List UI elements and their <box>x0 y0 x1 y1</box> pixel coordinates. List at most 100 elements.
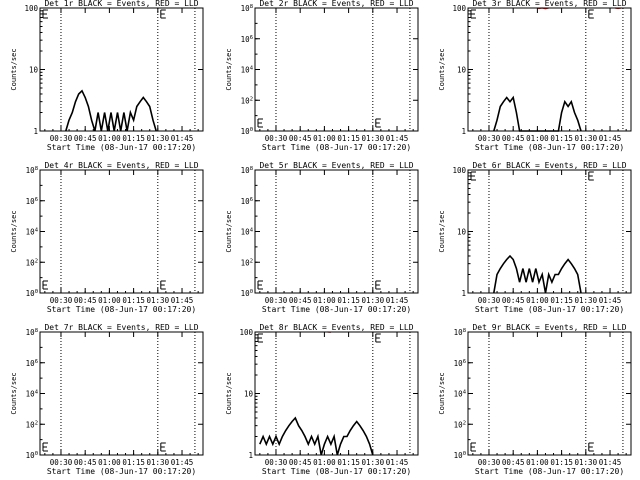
x-axis-label: Start Time (08-Jun-17 00:17:20) <box>262 467 411 476</box>
y-axis-label: Counts/sec <box>10 372 18 414</box>
error-bracket-icon <box>375 280 381 290</box>
x-tick-label: 01:00 <box>313 134 336 143</box>
x-axis-label: Start Time (08-Jun-17 00:17:20) <box>262 305 411 314</box>
detector-panel: Det 9r BLACK = Events, RED = LLD 00:30 00:… <box>438 323 632 476</box>
detector-panel: Det 8r BLACK = Events, RED = LLD 00:30 00:… <box>225 323 419 476</box>
panel-title: Det 7r BLACK = Events, RED = LLD <box>44 323 198 332</box>
plot-frame <box>254 169 419 294</box>
x-tick-label: 00:45 <box>502 134 525 143</box>
x-tick-label: 01:45 <box>599 458 622 467</box>
y-tick-label: 102 <box>241 96 253 105</box>
plot-frame <box>467 331 632 456</box>
detector-panel: Det 7r BLACK = Events, RED = LLD 00:30 00:… <box>10 323 204 476</box>
y-axis-label: Counts/sec <box>438 372 446 414</box>
y-tick-label: 102 <box>26 258 38 267</box>
y-axis-label: Counts/sec <box>10 210 18 252</box>
plot-frame <box>39 331 204 456</box>
x-axis-label: Start Time (08-Jun-17 00:17:20) <box>47 143 196 152</box>
x-axis-label: Start Time (08-Jun-17 00:17:20) <box>262 143 411 152</box>
x-tick-label: 00:30 <box>50 134 73 143</box>
x-tick-label: 01:30 <box>575 134 598 143</box>
panel-title: Det 4r BLACK = Events, RED = LLD <box>44 161 198 170</box>
y-tick-label: 100 <box>26 451 38 460</box>
error-bracket-icon <box>375 333 381 343</box>
x-tick-label: 01:00 <box>98 296 121 305</box>
error-bracket-icon <box>588 442 594 452</box>
y-tick-label: 104 <box>454 390 467 399</box>
y-tick-label: 100 <box>24 4 38 13</box>
y-tick-label: 102 <box>26 420 38 429</box>
y-tick-label: 102 <box>454 420 466 429</box>
detector-panel: Det 4r BLACK = Events, RED = LLD 00:30 00:… <box>10 161 204 314</box>
y-tick-label: 100 <box>454 451 466 460</box>
y-tick-label: 100 <box>452 166 466 175</box>
x-tick-label: 00:45 <box>74 296 97 305</box>
error-bracket-icon <box>375 118 381 128</box>
x-tick-label: 01:15 <box>337 458 360 467</box>
x-axis-label: Start Time (08-Jun-17 00:17:20) <box>47 305 196 314</box>
y-tick-label: 108 <box>454 328 466 337</box>
x-tick-label: 00:45 <box>502 458 525 467</box>
y-axis-label: Counts/sec <box>225 48 233 90</box>
panel-title: Det 5r BLACK = Events, RED = LLD <box>259 161 413 170</box>
y-tick-label: 104 <box>241 66 254 75</box>
y-tick-label: 108 <box>26 328 38 337</box>
x-tick-label: 01:15 <box>550 458 573 467</box>
x-tick-label: 01:45 <box>171 134 194 143</box>
error-bracket-icon <box>470 171 476 181</box>
y-tick-label: 102 <box>241 258 253 267</box>
x-tick-label: 00:30 <box>50 458 73 467</box>
y-axis-label: Counts/sec <box>10 48 18 90</box>
y-tick-label: 104 <box>241 228 254 237</box>
x-tick-label: 01:30 <box>147 134 170 143</box>
x-tick-label: 01:00 <box>526 134 549 143</box>
x-tick-label: 01:45 <box>171 458 194 467</box>
x-tick-label: 00:45 <box>289 458 312 467</box>
y-tick-label: 108 <box>26 166 38 175</box>
x-axis-label: Start Time (08-Jun-17 00:17:20) <box>47 467 196 476</box>
x-tick-label: 00:45 <box>74 134 97 143</box>
x-tick-label: 01:00 <box>526 458 549 467</box>
error-bracket-icon <box>257 333 263 343</box>
y-tick-label: 108 <box>241 166 253 175</box>
plot-frame <box>254 7 419 132</box>
panel-title: Det 1r BLACK = Events, RED = LLD <box>44 0 198 8</box>
x-tick-label: 00:30 <box>50 296 73 305</box>
y-tick-label: 108 <box>241 4 253 13</box>
y-tick-label: 104 <box>26 390 39 399</box>
error-bracket-icon <box>257 118 263 128</box>
error-bracket-icon <box>588 171 594 181</box>
x-tick-label: 00:45 <box>289 296 312 305</box>
y-tick-label: 1 <box>248 451 253 460</box>
y-tick-label: 10 <box>457 228 467 237</box>
x-tick-label: 01:15 <box>122 458 145 467</box>
x-tick-label: 01:00 <box>526 296 549 305</box>
x-tick-label: 01:45 <box>386 134 409 143</box>
error-bracket-icon <box>257 280 263 290</box>
y-tick-label: 1 <box>33 127 38 136</box>
y-tick-label: 10 <box>457 66 467 75</box>
error-bracket-icon <box>160 280 166 290</box>
x-tick-label: 01:30 <box>362 458 385 467</box>
x-tick-label: 01:30 <box>575 458 598 467</box>
error-bracket-icon <box>42 280 48 290</box>
plot-frame <box>39 169 204 294</box>
x-tick-label: 01:45 <box>599 296 622 305</box>
error-bracket-icon <box>470 442 476 452</box>
detector-panel: Det 6r BLACK = Events, RED = LLD 00:30 00:… <box>438 161 632 314</box>
x-tick-label: 01:15 <box>122 296 145 305</box>
events-series-line <box>493 254 582 294</box>
y-tick-label: 106 <box>26 197 38 206</box>
y-tick-label: 106 <box>26 359 38 368</box>
y-tick-label: 100 <box>452 4 466 13</box>
x-tick-label: 01:15 <box>337 134 360 143</box>
events-series-line <box>493 95 582 132</box>
x-tick-label: 01:30 <box>147 458 170 467</box>
x-tick-label: 00:30 <box>478 458 501 467</box>
x-tick-label: 00:30 <box>265 458 288 467</box>
x-tick-label: 01:15 <box>337 296 360 305</box>
x-tick-label: 00:30 <box>265 296 288 305</box>
x-tick-label: 01:30 <box>147 296 170 305</box>
y-tick-label: 106 <box>241 197 253 206</box>
